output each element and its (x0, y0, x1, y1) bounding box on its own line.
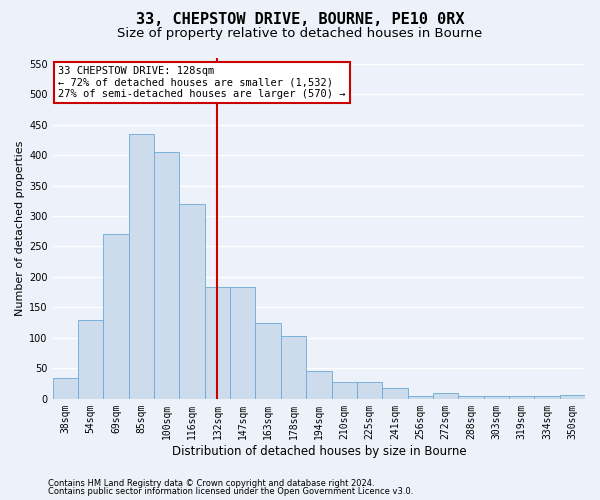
Bar (78, 320, 103, 399)
Bar (103, 234, 129, 399)
X-axis label: Distribution of detached houses by size in Bourne: Distribution of detached houses by size … (172, 444, 466, 458)
Text: Size of property relative to detached houses in Bourne: Size of property relative to detached ho… (118, 28, 482, 40)
Bar (509, 396, 535, 399)
Bar (205, 288, 230, 399)
Bar (154, 152, 179, 399)
Bar (306, 372, 332, 399)
Bar (382, 388, 407, 399)
Bar (129, 134, 154, 399)
Text: 33 CHEPSTOW DRIVE: 128sqm
← 72% of detached houses are smaller (1,532)
27% of se: 33 CHEPSTOW DRIVE: 128sqm ← 72% of detac… (58, 66, 346, 99)
Bar (281, 336, 306, 399)
Bar (484, 396, 509, 399)
Y-axis label: Number of detached properties: Number of detached properties (15, 140, 25, 316)
Bar (433, 394, 458, 399)
Bar (332, 382, 357, 399)
Text: Contains public sector information licensed under the Open Government Licence v3: Contains public sector information licen… (48, 487, 413, 496)
Bar (357, 382, 382, 399)
Bar (256, 322, 281, 399)
Bar (535, 396, 560, 399)
Bar (179, 204, 205, 399)
Bar (230, 288, 256, 399)
Bar (560, 394, 585, 399)
Text: 33, CHEPSTOW DRIVE, BOURNE, PE10 0RX: 33, CHEPSTOW DRIVE, BOURNE, PE10 0RX (136, 12, 464, 28)
Bar (407, 396, 433, 399)
Bar (53, 378, 78, 399)
Text: Contains HM Land Registry data © Crown copyright and database right 2024.: Contains HM Land Registry data © Crown c… (48, 479, 374, 488)
Bar (458, 396, 484, 399)
